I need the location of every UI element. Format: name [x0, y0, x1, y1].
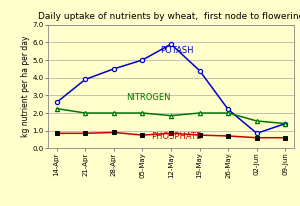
- Title: Daily uptake of nutrients by wheat,  first node to flowering: Daily uptake of nutrients by wheat, firs…: [38, 12, 300, 21]
- Text: POTASH: POTASH: [160, 46, 194, 55]
- Text: NITROGEN: NITROGEN: [126, 93, 170, 102]
- Text: PHOSPHATE: PHOSPHATE: [152, 132, 202, 141]
- Y-axis label: kg nutrient per ha per day: kg nutrient per ha per day: [21, 36, 30, 137]
